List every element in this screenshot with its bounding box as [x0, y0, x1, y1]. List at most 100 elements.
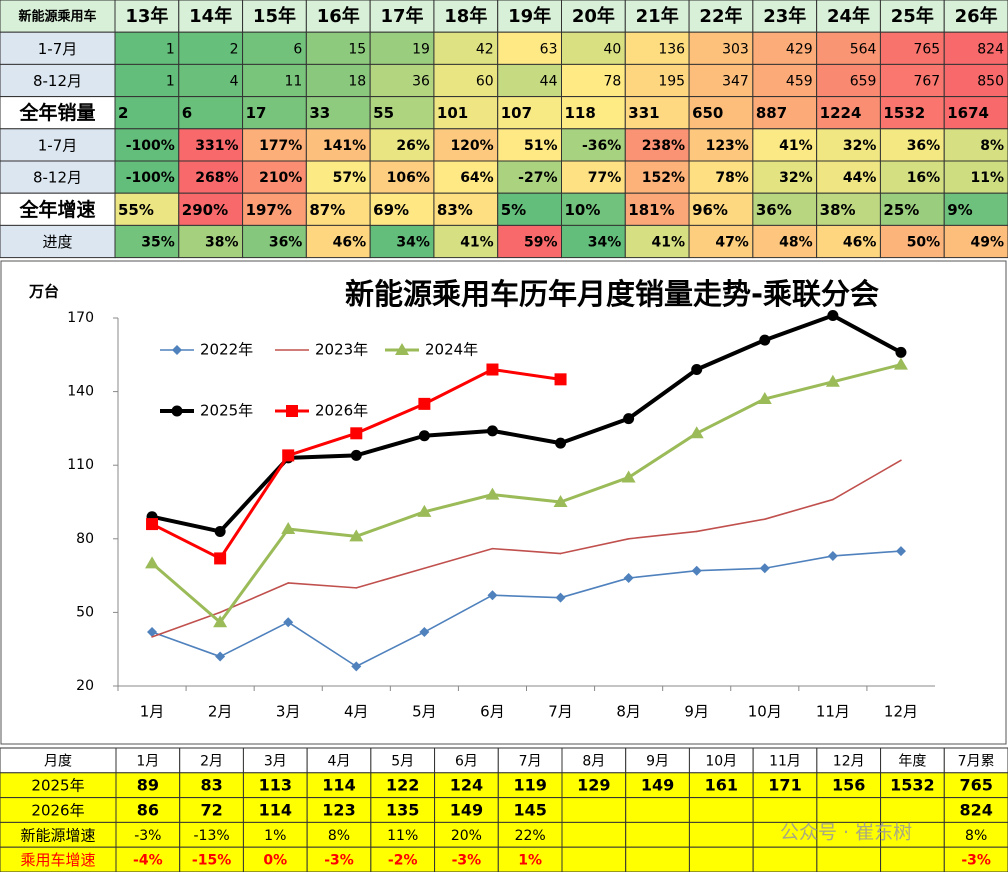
- x-tick-label: 11月: [816, 703, 850, 721]
- cell-text: 177%: [259, 138, 302, 154]
- table-cell: [624, 224, 690, 259]
- table-cell: [434, 846, 499, 872]
- header-cell: [242, 747, 308, 774]
- table-cell: [561, 772, 627, 799]
- table-cell: [688, 797, 754, 823]
- marker: [691, 364, 703, 376]
- cell-text: 83%: [437, 201, 473, 219]
- table-cell: [114, 160, 180, 194]
- point: [627, 538, 630, 540]
- cell-text: -100%: [126, 138, 175, 154]
- series-line: [151, 459, 902, 638]
- cell-text: 659: [850, 74, 877, 90]
- marker: [351, 661, 362, 672]
- header-text: 10月: [705, 753, 737, 769]
- table-cell: [369, 192, 435, 226]
- header-text: 16年: [317, 5, 360, 27]
- marker: [554, 373, 567, 386]
- header-text: 6月: [455, 753, 478, 769]
- cell-text: 149: [450, 801, 483, 820]
- table-cell: [369, 224, 435, 259]
- table-cell: [752, 224, 818, 259]
- cell-text: 6: [182, 104, 192, 122]
- cell-text: 55: [373, 104, 394, 122]
- marker: [893, 357, 908, 370]
- cell-text: 824: [959, 801, 992, 820]
- table-cell: [497, 160, 563, 194]
- point: [832, 498, 834, 501]
- point: [151, 636, 153, 638]
- cell-text: 78: [603, 74, 621, 90]
- marker: [485, 487, 500, 500]
- table-cell: [752, 96, 818, 130]
- header-text: 17年: [381, 5, 424, 27]
- table-cell: [242, 797, 308, 823]
- header-cell: [434, 747, 499, 774]
- table-cell: [688, 821, 754, 848]
- cell-text: 36%: [907, 138, 941, 154]
- cell-text: 124: [450, 776, 483, 795]
- cell-text: 34%: [396, 235, 430, 251]
- header-cell: [561, 0, 626, 33]
- header-text: 18年: [444, 5, 487, 27]
- cell-text: 41%: [652, 235, 686, 251]
- point: [491, 547, 494, 550]
- marker: [486, 425, 498, 437]
- cell-text: 181%: [628, 201, 674, 219]
- cell-text: 86: [137, 801, 159, 820]
- header-text: 14年: [189, 5, 232, 27]
- header-cell: [625, 747, 690, 774]
- marker: [757, 391, 772, 404]
- legend-marker: [395, 343, 409, 355]
- table-cell: [115, 797, 181, 823]
- cell-text: 41%: [460, 235, 494, 251]
- header-cell: [497, 0, 563, 33]
- cell-text: 35%: [141, 235, 175, 251]
- cell-text: 38%: [820, 201, 856, 219]
- table-cell: [880, 797, 945, 823]
- cell-text: 8%: [328, 828, 350, 844]
- table-cell: [115, 846, 181, 872]
- point: [219, 611, 221, 614]
- cell-text: -13%: [193, 828, 229, 844]
- table-cell: [0, 160, 116, 194]
- marker: [417, 504, 432, 517]
- table-cell: [242, 772, 308, 799]
- header-text: 15年: [253, 5, 296, 27]
- header-text: 2月: [200, 753, 223, 769]
- y-tick-label: 110: [67, 457, 94, 473]
- point: [355, 587, 358, 589]
- cell-text: 149: [641, 776, 674, 795]
- chart-title: 新能源乘用车历年月度销量走势-乘联分会: [345, 277, 879, 311]
- marker: [623, 573, 634, 584]
- table-cell: [242, 31, 307, 65]
- cell-text: 120%: [450, 138, 493, 154]
- table-cell: [497, 772, 563, 799]
- header-cell: [305, 0, 371, 33]
- table-cell: [305, 224, 371, 259]
- table-cell: [114, 63, 180, 98]
- x-tick-label: 5月: [412, 703, 437, 721]
- legend-label: 2023年: [315, 341, 368, 359]
- table-cell: [688, 31, 754, 65]
- marker: [283, 617, 294, 628]
- marker: [759, 563, 770, 574]
- header-text: 25年: [891, 5, 934, 27]
- marker: [349, 529, 364, 542]
- cell-text: 2: [230, 41, 239, 57]
- cell-text: 564: [850, 41, 877, 57]
- table-cell: [943, 846, 1008, 872]
- cell-text: 40: [603, 41, 621, 57]
- cell-text: 1532: [890, 776, 935, 795]
- y-tick-label: 170: [67, 310, 94, 326]
- marker: [691, 565, 702, 576]
- table-cell: [879, 128, 945, 162]
- table-cell: [497, 846, 563, 872]
- cell-text: 50%: [907, 235, 941, 251]
- header-text: 24年: [827, 5, 870, 27]
- legend-label: 2026年: [315, 402, 368, 420]
- marker: [486, 363, 499, 376]
- table-cell: [624, 192, 690, 226]
- marker: [147, 627, 158, 638]
